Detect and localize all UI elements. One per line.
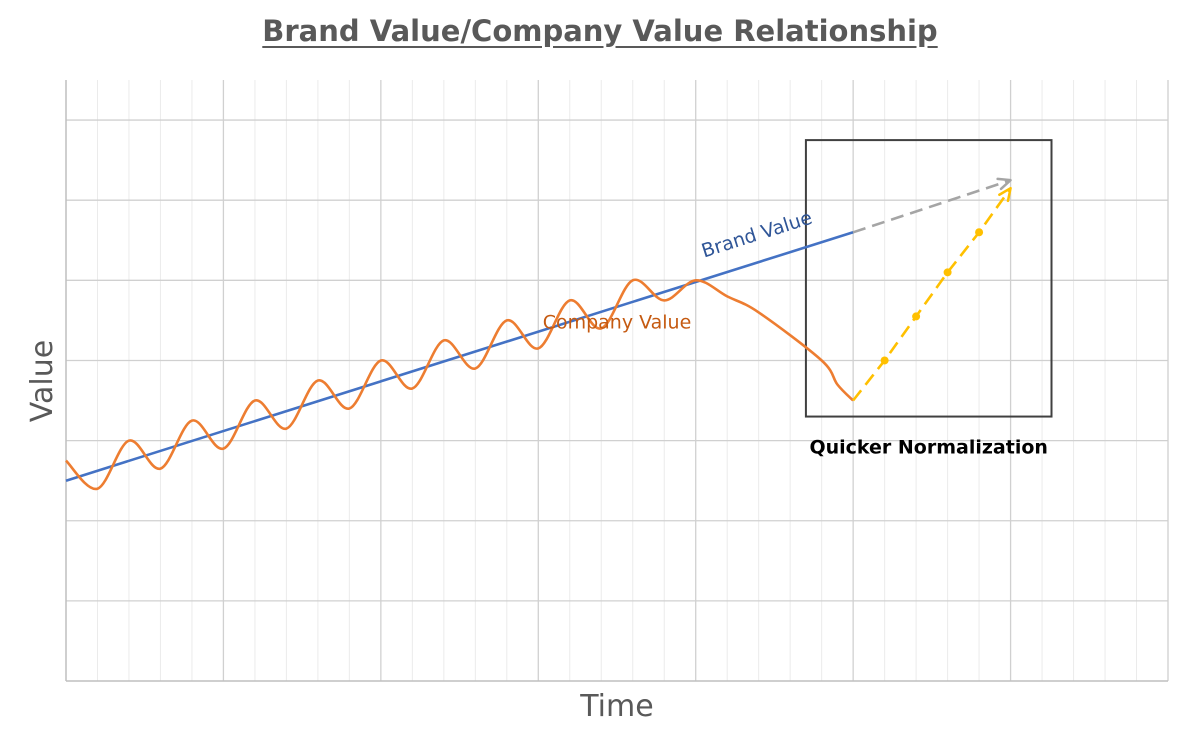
normalization-point [880, 356, 889, 365]
normalization-point [912, 312, 921, 321]
quicker-normalization-arrow-head [998, 186, 1012, 203]
minor-gridlines [96, 80, 1138, 681]
y-axis-title: Value [25, 340, 60, 422]
brand-value-projection-arrow-group [852, 177, 1012, 234]
series-layer [65, 177, 1012, 491]
normalization-point [943, 268, 952, 277]
quicker-normalization-box [804, 139, 1053, 418]
quicker-normalization-arrow-group [852, 186, 1012, 402]
chart-title: Brand Value/Company Value Relationship [262, 14, 938, 48]
normalization-point [975, 228, 984, 237]
x-axis-title: Time [579, 689, 653, 724]
company-value-line-group [65, 278, 855, 491]
quicker-normalization-arrow [852, 187, 1012, 402]
brand-value-projection-arrow [852, 178, 1012, 234]
major-gridlines [66, 80, 1169, 681]
company-value-line [65, 278, 855, 491]
quicker-normalization-label: Quicker Normalization [809, 437, 1047, 459]
company-value-label: Company Value [543, 311, 692, 333]
brand-value-projection-arrow-head [996, 177, 1012, 191]
brand-value-label: Brand Value [699, 207, 815, 263]
